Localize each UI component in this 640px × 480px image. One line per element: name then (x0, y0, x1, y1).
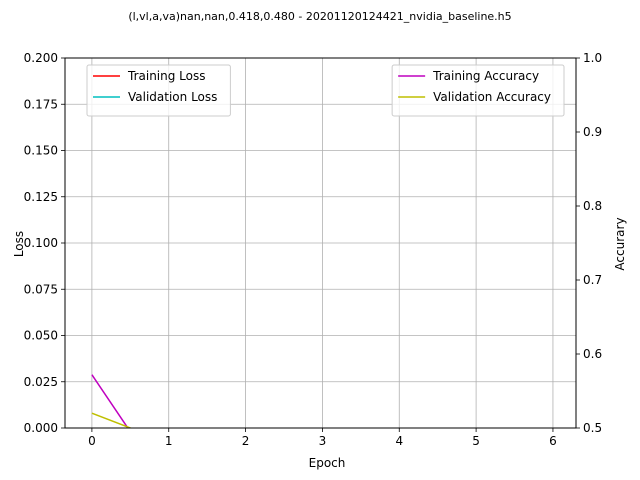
y2-tick-label: 0.7 (583, 273, 602, 287)
x-tick-label: 1 (165, 434, 173, 448)
grid-lines (65, 57, 576, 429)
x-tick-label: 0 (88, 434, 96, 448)
y-axis-label: Loss (12, 231, 26, 257)
legend-entry-label: Validation Loss (128, 90, 217, 104)
legend-box (86, 64, 231, 117)
x-axis-label: Epoch (309, 456, 346, 470)
y-tick-label: 0.150 (24, 144, 58, 158)
y-axis-ticks: 0.000 0.025 0.050 0.075 0.100 0.125 0.150 0.175… (24, 51, 65, 435)
y2-tick-label: 0.8 (583, 199, 602, 213)
legend-top-right: Training Accuracy Validation Accuracy (391, 64, 565, 117)
y-tick-label: 0.200 (24, 51, 58, 65)
legend-top-left: Training Loss Validation Loss (86, 64, 231, 117)
legend-entry-label: Training Loss (127, 69, 205, 83)
y2-tick-label: 1.0 (583, 51, 602, 65)
x-axis-ticks: 0 1 2 3 4 5 6 (88, 428, 557, 448)
series-line-training-accuracy (91, 374, 129, 428)
y-tick-label: 0.050 (24, 329, 58, 343)
series-line-validation-accuracy (91, 412, 133, 428)
y-tick-label: 0.175 (24, 97, 58, 111)
legend-entry-label: Training Accuracy (432, 69, 539, 83)
legends: Training Loss Validation Loss Training Acc… (86, 64, 565, 117)
x-tick-label: 6 (549, 434, 557, 448)
x-tick-label: 2 (242, 434, 250, 448)
legend-box (391, 64, 565, 117)
y-tick-label: 0.000 (24, 421, 58, 435)
x-tick-label: 4 (395, 434, 403, 448)
chart-title: (l,vl,a,va)nan,nan,0.418,0.480 - 2020112… (128, 10, 511, 23)
y2-tick-label: 0.9 (583, 125, 602, 139)
x-tick-label: 5 (472, 434, 480, 448)
x-tick-label: 3 (319, 434, 327, 448)
y2-tick-label: 0.6 (583, 347, 602, 361)
y-tick-label: 0.125 (24, 190, 58, 204)
y2-axis-label: Accurary (613, 217, 627, 270)
y-tick-label: 0.025 (24, 375, 58, 389)
y2-axis-ticks: 0.5 0.6 0.7 0.8 0.9 1.0 (576, 51, 602, 435)
y2-tick-label: 0.5 (583, 421, 602, 435)
legend-entry-label: Validation Accuracy (433, 90, 551, 104)
series-lines (91, 374, 133, 428)
y-tick-label: 0.100 (24, 236, 58, 250)
y-tick-label: 0.075 (24, 282, 58, 296)
